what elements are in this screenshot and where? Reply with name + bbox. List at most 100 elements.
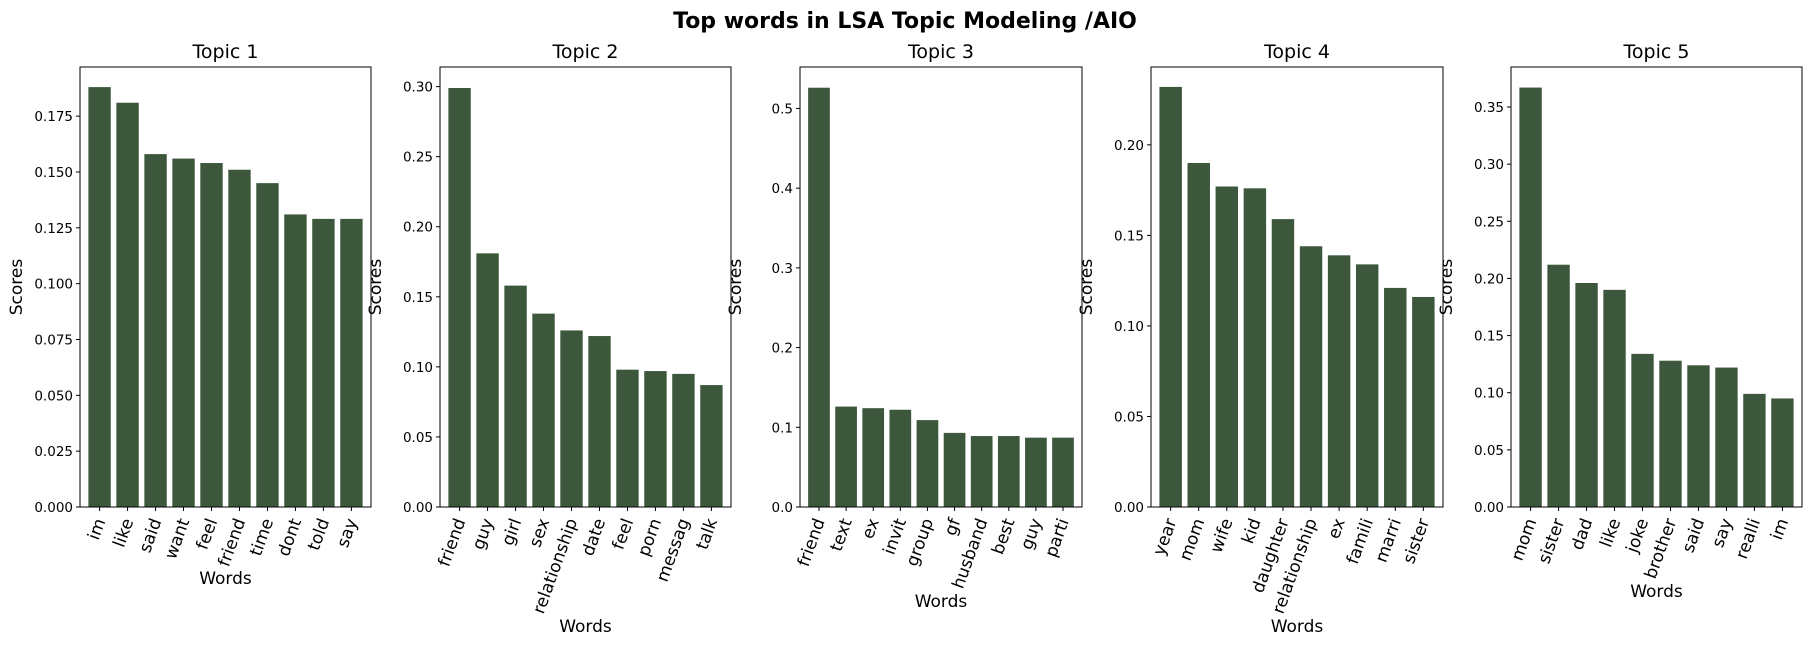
x-tick-label: im (84, 516, 110, 543)
bar-joke (1631, 353, 1654, 507)
x-axis-label: Words (1630, 582, 1683, 602)
x-tick-label: like (109, 516, 138, 550)
x-tick-label: joke (1622, 516, 1653, 557)
x-tick-label: sex (525, 516, 554, 550)
bar-husband (970, 436, 993, 507)
bar-year (1159, 86, 1182, 508)
x-tick-label: told (304, 516, 334, 553)
y-tick-label: 0.05 (1474, 443, 1504, 459)
x-tick-label: girl (498, 516, 526, 548)
bar-like (1603, 289, 1626, 507)
bar-messag (672, 373, 695, 507)
x-tick-label: feel (193, 516, 223, 553)
bar-brother (1659, 360, 1682, 507)
y-axis-label: Scores (366, 259, 386, 316)
panel-title: Topic 2 (552, 41, 619, 63)
bar-feel (616, 369, 639, 507)
y-axis-label: Scores (726, 259, 746, 316)
y-tick-label: 0.000 (34, 500, 73, 516)
y-tick-label: 0.20 (1474, 271, 1504, 287)
x-tick-label: friend (794, 516, 830, 570)
axes-frame (799, 66, 1083, 508)
x-tick-label: text (827, 516, 857, 555)
panels: Topic 1im likesaidwantfeelfriendtimedontt… (7, 41, 1803, 637)
x-tick-label: date (578, 516, 610, 559)
x-tick-label: best (988, 516, 1019, 558)
y-tick-label: 0.25 (403, 150, 433, 166)
bar-feel (200, 163, 223, 508)
bar-kid (1243, 188, 1267, 507)
y-tick-label: 0.125 (34, 221, 73, 237)
y-tick-label: 0.1 (772, 420, 793, 436)
bar-sex (532, 313, 555, 507)
x-tick-label: wife (1207, 516, 1238, 556)
bar-best (997, 436, 1020, 507)
bar-time (256, 183, 279, 507)
bar-guy (1025, 437, 1047, 507)
bar-group (916, 420, 939, 507)
panel-title: Topic 5 (1623, 41, 1690, 63)
bar-im (1771, 398, 1794, 507)
x-tick-label: im (1767, 516, 1793, 543)
bar-mom (1187, 162, 1210, 507)
y-tick-label: 0.15 (403, 290, 433, 306)
y-axis-label: Scores (1077, 259, 1097, 316)
y-tick-label: 0.35 (1474, 100, 1504, 116)
bar-famili (1355, 264, 1379, 507)
x-tick-label: want (161, 516, 194, 562)
y-tick-label: 0.0 (772, 500, 793, 516)
x-tick-label: say (333, 516, 362, 550)
figure-title: Top words in LSA Topic Modeling /AIO (673, 9, 1137, 34)
x-tick-label: said (136, 516, 167, 556)
x-tick-label: friend (434, 516, 470, 570)
x-axis-label: Words (1271, 617, 1324, 637)
y-tick-label: 0.3 (772, 261, 793, 277)
x-tick-label: said (1678, 516, 1709, 556)
bar-daughter (1271, 219, 1295, 507)
bar-girl (504, 285, 527, 507)
bar-porn (644, 371, 667, 507)
y-tick-label: 0.4 (772, 181, 793, 197)
bar-relationship (1299, 246, 1323, 507)
y-tick-label: 0.075 (34, 332, 73, 348)
y-tick-label: 0.050 (34, 388, 73, 404)
bar-invit (889, 409, 912, 507)
panel-title: Topic 1 (192, 41, 259, 63)
y-tick-label: 0.150 (34, 165, 73, 181)
bar-say (1715, 367, 1738, 507)
y-tick-label: 0.5 (772, 101, 793, 117)
bar-told (312, 218, 335, 507)
bar-want (172, 158, 195, 507)
axes-frame (79, 66, 372, 508)
bar-said (144, 154, 167, 508)
x-tick-label: ex (858, 516, 884, 542)
bar-dont (284, 214, 307, 507)
y-tick-label: 0.15 (1474, 329, 1504, 345)
y-tick-label: 0.175 (34, 109, 73, 125)
axes-frame (1150, 66, 1444, 508)
panel-title: Topic 3 (907, 41, 974, 63)
y-axis-label: Scores (1437, 259, 1457, 316)
y-tick-label: 0.00 (1114, 500, 1144, 516)
bar-sister (1547, 264, 1570, 507)
x-tick-label: gf (941, 515, 966, 539)
y-tick-label: 0.20 (1114, 138, 1144, 154)
axes-frame (1510, 66, 1803, 508)
bar-dad (1575, 283, 1598, 507)
x-axis-label: Words (559, 617, 612, 637)
x-tick-label: say (1708, 516, 1737, 550)
bar-friend (448, 88, 471, 508)
bar-friend (808, 87, 830, 507)
bar-sister (1412, 296, 1435, 507)
bar-parti (1052, 437, 1074, 507)
x-tick-label: feel (609, 516, 639, 553)
y-tick-label: 0.25 (1474, 214, 1504, 230)
bar-mom (1519, 87, 1542, 507)
x-axis-label: Words (199, 569, 252, 589)
x-tick-label: kid (1238, 516, 1265, 547)
bar-marri (1384, 287, 1407, 507)
bar-gf (943, 432, 966, 507)
